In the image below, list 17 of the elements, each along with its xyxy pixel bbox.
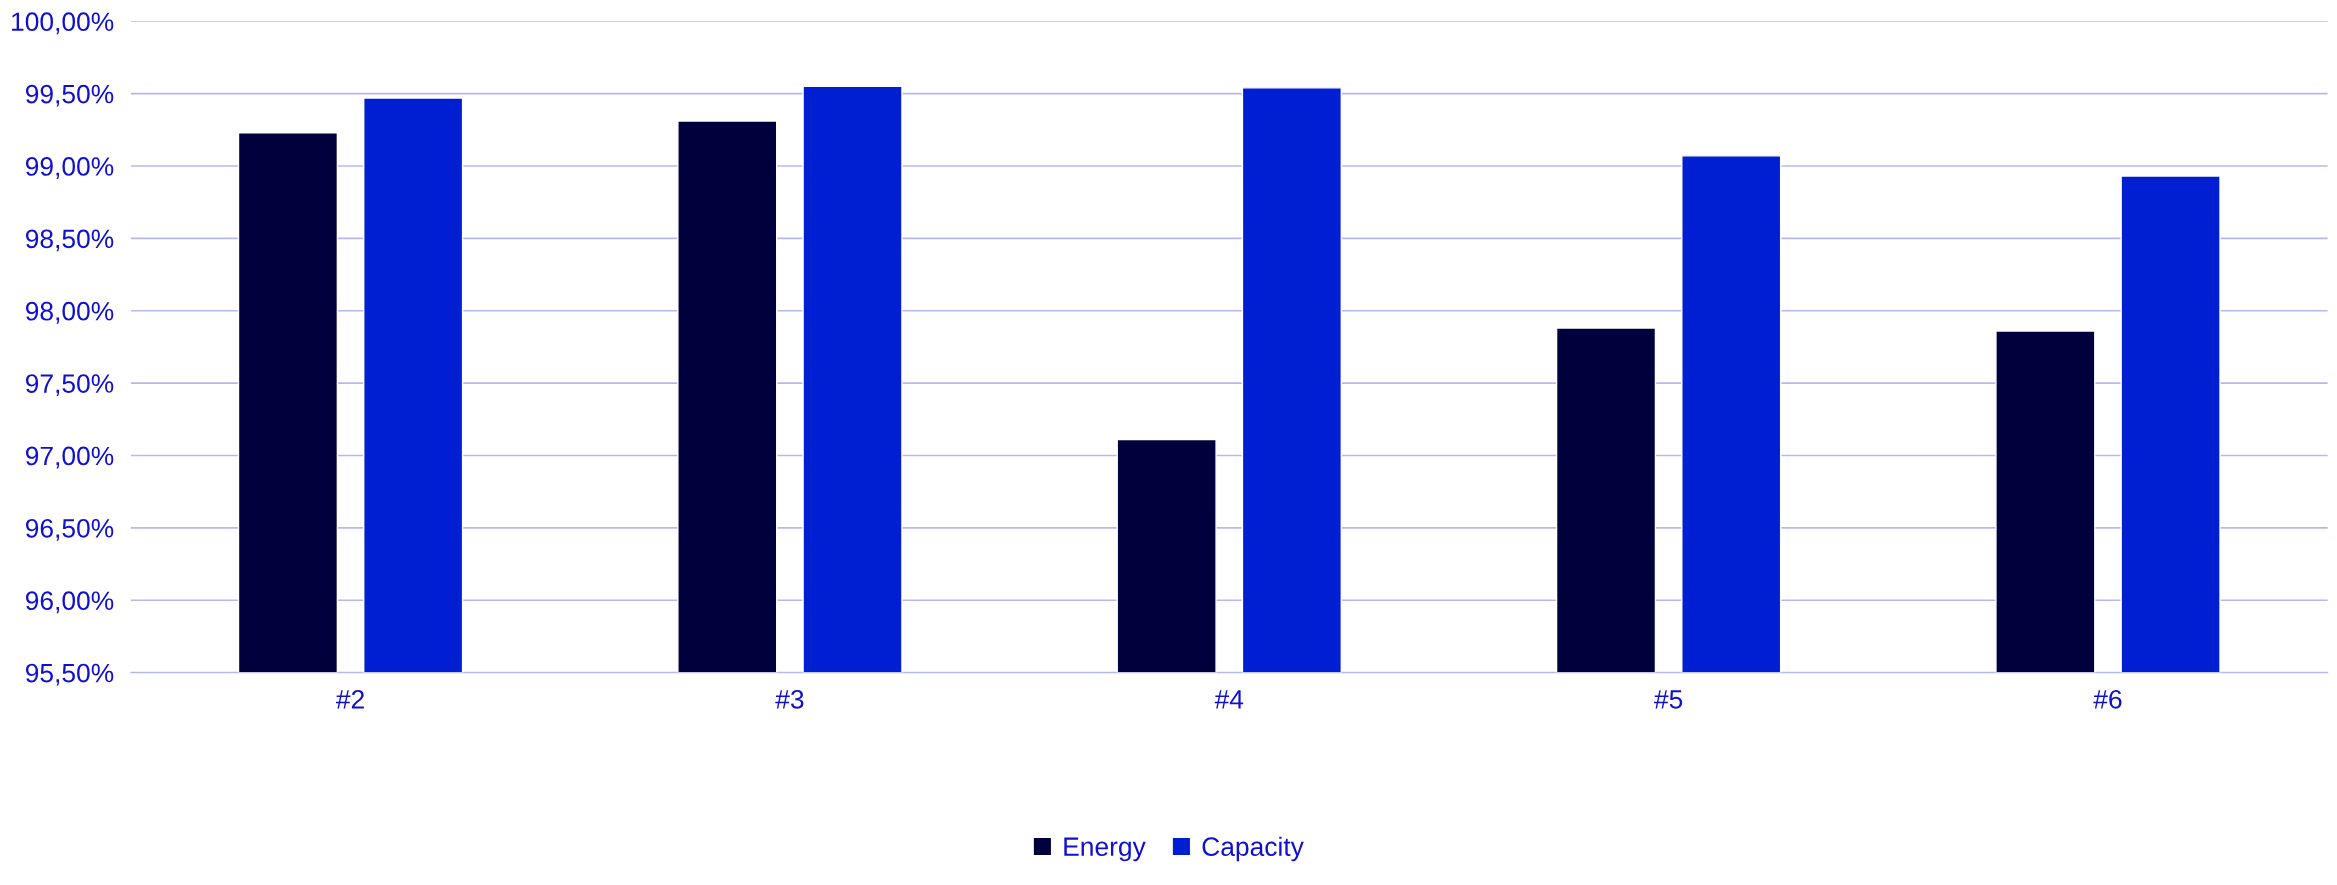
- y-tick-label: 96,50%: [25, 518, 114, 541]
- x-tick-label: #3: [775, 689, 804, 709]
- y-tick-label: 98,50%: [25, 229, 114, 252]
- y-tick-label: 98,00%: [25, 301, 114, 324]
- y-tick-label: 100,00%: [12, 12, 114, 35]
- x-tick-label: #5: [1654, 690, 1683, 709]
- y-tick-label: 96,00%: [25, 591, 114, 614]
- legend-label: Energy: [1064, 837, 1146, 862]
- x-tick-label: #6: [2093, 689, 2122, 709]
- x-tick-label: #4: [1214, 690, 1244, 709]
- y-tick-label: 95,50%: [25, 663, 114, 686]
- x-tick-label: #2: [335, 689, 364, 709]
- y-tick-label: 97,00%: [25, 446, 114, 469]
- y-tick-label: 99,00%: [25, 157, 114, 179]
- y-tick-label: 99,50%: [25, 84, 114, 107]
- legend-label: Capacity: [1202, 836, 1304, 862]
- y-tick-label: 97,50%: [25, 374, 114, 397]
